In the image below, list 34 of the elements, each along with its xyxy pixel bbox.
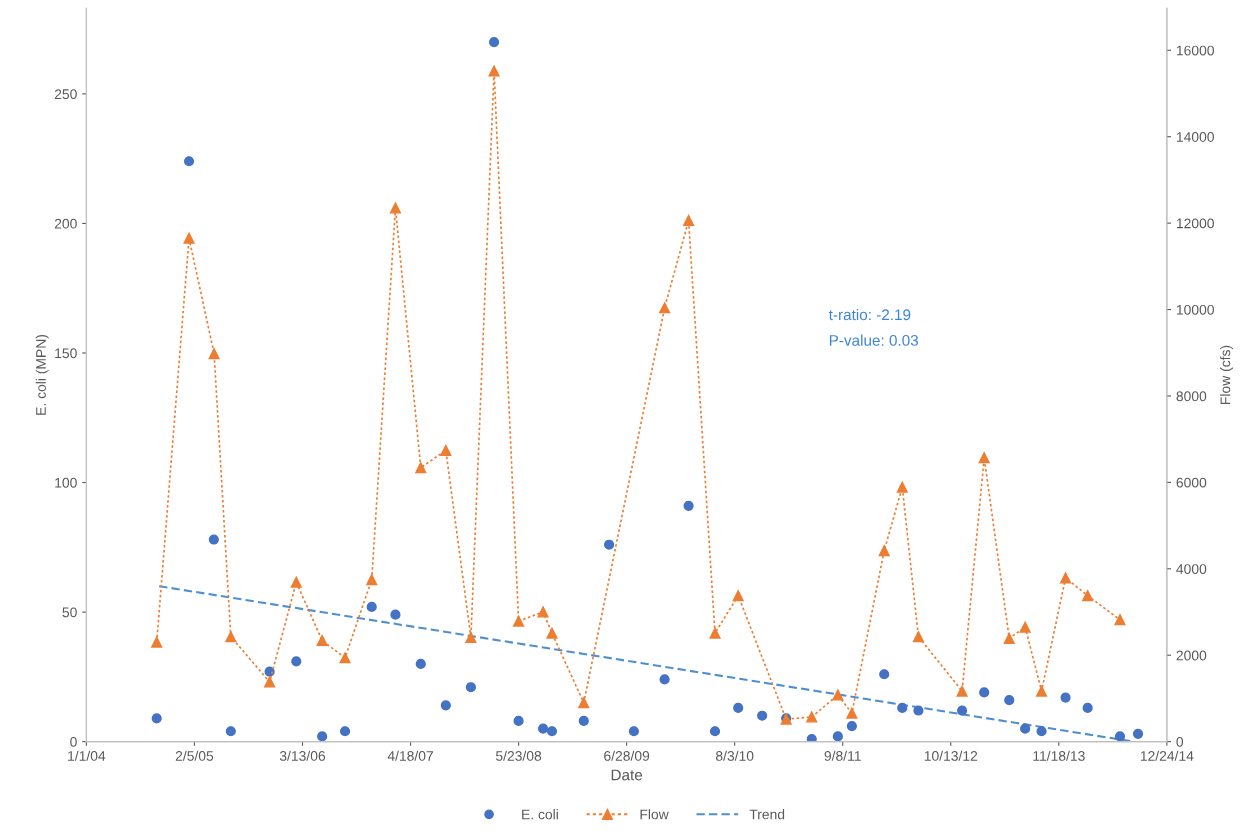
x-tick-label: 8/3/10	[715, 750, 754, 761]
legend-label: Flow	[640, 809, 669, 820]
y2-tick-label: 10000	[1176, 304, 1214, 315]
y-tick-label: 100	[55, 477, 77, 488]
x-tick-label: 6/28/09	[604, 750, 650, 761]
y2-tick-label: 14000	[1176, 132, 1214, 142]
annotation: t-ratio: -2.19	[828, 308, 911, 321]
y2-tick-label: 2000	[1176, 650, 1207, 661]
y-tick-label: 0	[70, 736, 77, 747]
y2-tick-label: 16000	[1176, 45, 1214, 56]
legend-label: E. coli	[522, 809, 558, 820]
x-tick-label: 9/8/11	[824, 750, 861, 761]
y-tick-label: 150	[55, 348, 77, 359]
y2-tick-label: 8000	[1176, 391, 1207, 402]
y2-tick-label: 12000	[1176, 218, 1214, 229]
y2-axis-title: Flow (cfs)	[1220, 345, 1234, 404]
x-tick-label: 10/13/12	[924, 750, 978, 761]
annotation: P-value: 0.03	[829, 334, 919, 346]
y-axis-title: E. coli (MPN)	[35, 334, 49, 415]
x-tick-label: 5/23/08	[495, 750, 542, 761]
y2-tick-label: 4000	[1176, 564, 1207, 574]
y-tick-label: 50	[62, 607, 77, 618]
x-axis-title: Date	[611, 769, 643, 781]
y2-tick-label: 0	[1176, 736, 1184, 747]
x-tick-label: 12/24/14	[1140, 750, 1194, 761]
legend-label: Trend	[749, 809, 785, 820]
y2-tick-label: 6000	[1176, 477, 1207, 488]
y-tick-label: 250	[54, 89, 77, 100]
x-tick-label: 3/13/06	[279, 750, 326, 761]
x-tick-label: 4/18/07	[387, 750, 434, 761]
x-tick-label: 1/1/04	[68, 750, 106, 761]
x-tick-label: 11/18/13	[1033, 750, 1085, 761]
x-tick-label: 2/5/05	[175, 750, 214, 761]
y-tick-label: 200	[54, 218, 77, 229]
